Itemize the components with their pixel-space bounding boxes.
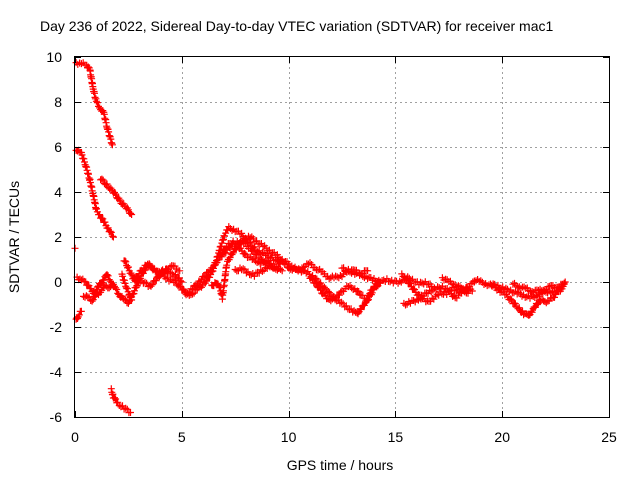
data-point-markers — [509, 279, 568, 296]
data-point-markers — [107, 385, 134, 417]
data-segment — [231, 264, 271, 280]
data-point-markers — [338, 264, 372, 278]
y-tick-label: 8 — [54, 94, 62, 110]
axis-ticks: 0 5 10 15 20 25 -6 -4 -2 0 2 4 6 8 10 — [46, 49, 617, 445]
data-point-markers — [216, 237, 282, 272]
data-point-markers — [118, 270, 136, 304]
data-segment — [72, 146, 117, 241]
x-axis-label: GPS time / hours — [287, 457, 394, 473]
data-segment — [118, 270, 136, 304]
x-tick-label: 0 — [71, 429, 79, 445]
data-point-markers — [400, 278, 478, 309]
y-tick-label: 10 — [46, 49, 62, 65]
y-tick-label: -6 — [50, 409, 63, 425]
data-segment — [72, 307, 85, 323]
grid — [75, 57, 609, 417]
x-tick-label: 5 — [178, 429, 186, 445]
x-tick-label: 15 — [388, 429, 404, 445]
data-segment — [131, 260, 184, 284]
data-point-markers — [80, 281, 117, 305]
y-tick-label: 0 — [54, 274, 62, 290]
data-segment — [470, 276, 569, 319]
data-point-markers — [72, 59, 116, 149]
data-segment — [488, 280, 566, 302]
chart-title: Day 236 of 2022, Sidereal Day-to-day VTE… — [40, 18, 553, 34]
y-axis-label: SDTVAR / TECUs — [6, 181, 22, 293]
data-point-markers — [120, 257, 186, 290]
data-point-markers — [488, 280, 566, 302]
data-point-markers — [231, 264, 271, 280]
y-tick-label: -2 — [50, 319, 63, 335]
data-segment — [216, 237, 282, 272]
y-tick-label: -4 — [50, 364, 63, 380]
data-segment — [97, 175, 136, 218]
data-point-markers — [438, 274, 472, 297]
y-tick-label: 6 — [54, 139, 62, 155]
y-tick-label: 2 — [54, 229, 62, 245]
data-point-markers — [72, 146, 117, 241]
x-tick-label: 25 — [601, 429, 617, 445]
data-segment — [438, 274, 472, 297]
data-segment — [400, 278, 478, 309]
data-segment — [80, 281, 117, 305]
data-point-markers — [131, 260, 184, 284]
data-point-markers — [470, 276, 569, 319]
data-segment — [509, 279, 568, 296]
data-segment — [107, 385, 134, 417]
data-segment — [72, 59, 116, 149]
data-point-markers — [72, 307, 85, 323]
data-points — [71, 59, 569, 417]
data-segment — [338, 264, 372, 278]
y-tick-label: 4 — [54, 184, 62, 200]
data-segment — [306, 274, 384, 305]
x-tick-label: 20 — [494, 429, 510, 445]
plot-frame — [74, 56, 610, 418]
data-point-markers — [306, 274, 384, 305]
data-segment — [120, 257, 186, 290]
data-point-markers — [97, 175, 136, 218]
x-tick-label: 10 — [281, 429, 297, 445]
